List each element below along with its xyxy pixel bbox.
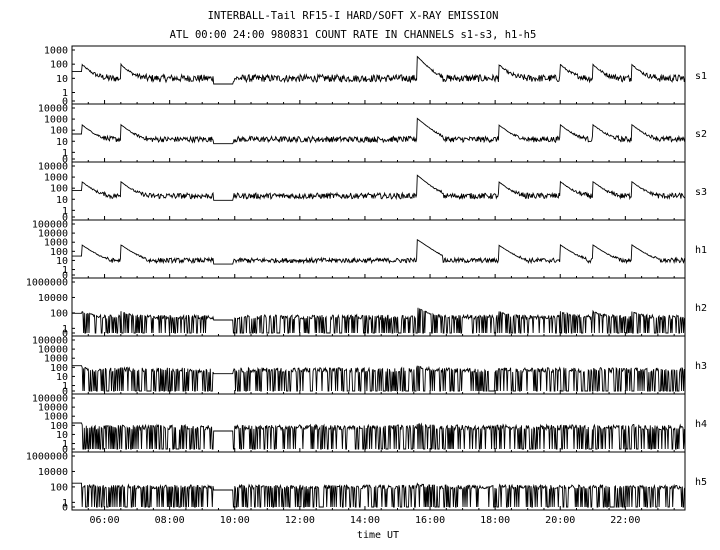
y-tick-label: 10000 — [38, 229, 68, 240]
y-tick-label: 1000 — [44, 238, 68, 249]
y-tick-label: 1 — [62, 498, 68, 509]
y-tick-label: 10 — [56, 74, 68, 85]
series-h1 — [72, 238, 686, 265]
x-tick-label: 12:00 — [285, 515, 315, 526]
y-tick-label: 100 — [50, 308, 68, 319]
chart-subtitle: ATL 00:00 24:00 980831 COUNT RATE IN CHA… — [170, 29, 537, 41]
y-tick-label: 0 — [62, 97, 68, 108]
series-s2 — [72, 117, 686, 145]
x-tick-label: 20:00 — [545, 515, 575, 526]
y-tick-label: 10000 — [38, 467, 68, 478]
series-s1 — [72, 55, 686, 85]
x-tick-label: 16:00 — [415, 515, 445, 526]
series-h4 — [72, 422, 686, 450]
y-tick-label: 1000000 — [26, 278, 68, 289]
series-h5 — [72, 482, 686, 508]
y-tick-label: 0 — [62, 445, 68, 456]
y-tick-label: 10 — [56, 430, 68, 441]
x-tick-label: 06:00 — [89, 515, 119, 526]
y-tick-label: 10 — [56, 195, 68, 206]
panel-label-s2: s2 — [695, 129, 707, 140]
y-tick-label: 100 — [50, 482, 68, 493]
chart-title: INTERBALL-Tail RF15-I HARD/SOFT X-RAY EM… — [208, 10, 499, 22]
panel-frame — [71, 103, 686, 163]
panel-s1: 1000 100 10 10 s1 — [44, 45, 707, 108]
y-tick-label: 0 — [62, 329, 68, 340]
x-axis: 06:00 08:00 10:00 12:00 14:00 16:00 18:00 20:00… — [89, 515, 640, 526]
y-tick-label: 0 — [62, 503, 68, 514]
y-tick-label: 100 — [50, 421, 68, 432]
y-tick-label: 10000 — [38, 162, 68, 173]
series-s3 — [72, 174, 686, 201]
y-tick-label: 1000000 — [26, 452, 68, 463]
panel-label-h1: h1 — [695, 245, 707, 256]
y-tick-label: 10 — [56, 256, 68, 267]
y-tick-label: 10 — [56, 372, 68, 383]
y-tick-label: 100 — [50, 60, 68, 71]
series-h2 — [72, 307, 686, 334]
y-tick-label: 10000 — [38, 345, 68, 356]
panel-frame — [71, 451, 686, 511]
y-tick-label: 100000 — [32, 220, 68, 231]
y-tick-label: 0 — [62, 271, 68, 282]
y-tick-label: 1000 — [44, 115, 68, 126]
y-tick-label: 100000 — [32, 394, 68, 405]
panel-label-h4: h4 — [695, 419, 707, 430]
y-tick-label: 1000 — [44, 354, 68, 365]
y-tick-label: 100 — [50, 184, 68, 195]
y-tick-label: 100 — [50, 363, 68, 374]
y-tick-label: 100000 — [32, 336, 68, 347]
panel-label-s1: s1 — [695, 71, 707, 82]
panel-frame — [71, 277, 686, 337]
y-tick-label: 1 — [62, 206, 68, 217]
x-tick-label: 10:00 — [220, 515, 250, 526]
x-tick-label: 22:00 — [610, 515, 640, 526]
y-tick-label: 1000 — [44, 173, 68, 184]
y-tick-label: 0 — [62, 155, 68, 166]
y-tick-label: 1000 — [44, 412, 68, 423]
x-tick-label: 18:00 — [480, 515, 510, 526]
panel-h5: 1000000 10000 100 10 h5 — [26, 451, 707, 514]
y-tick-label: 10 — [56, 137, 68, 148]
y-tick-label: 0 — [62, 387, 68, 398]
y-tick-label: 100 — [50, 126, 68, 137]
y-tick-label: 10000 — [38, 403, 68, 414]
y-tick-label: 1 — [62, 265, 68, 276]
x-axis-label: time UT — [357, 530, 399, 541]
panel-label-h3: h3 — [695, 361, 707, 372]
panel-h2: 1000000 10000 100 10 h2 — [26, 277, 707, 340]
y-tick-label: 1 — [62, 381, 68, 392]
y-tick-label: 10000 — [38, 293, 68, 304]
y-tick-label: 1 — [62, 439, 68, 450]
panel-label-h5: h5 — [695, 477, 707, 488]
y-tick-label: 0 — [62, 213, 68, 224]
series-h3 — [72, 365, 685, 392]
y-tick-label: 1 — [62, 324, 68, 335]
y-tick-label: 10000 — [38, 104, 68, 115]
panel-label-h2: h2 — [695, 303, 707, 314]
panel-label-s3: s3 — [695, 187, 707, 198]
y-tick-label: 1000 — [44, 46, 68, 57]
x-tick-label: 14:00 — [350, 515, 380, 526]
panel-frame — [71, 45, 686, 105]
y-tick-label: 100 — [50, 247, 68, 258]
x-tick-label: 08:00 — [155, 515, 185, 526]
panels-group: 10001001010s11000010001001010s2100001000… — [26, 45, 707, 514]
y-tick-label: 1 — [62, 148, 68, 159]
y-tick-label: 1 — [62, 88, 68, 99]
